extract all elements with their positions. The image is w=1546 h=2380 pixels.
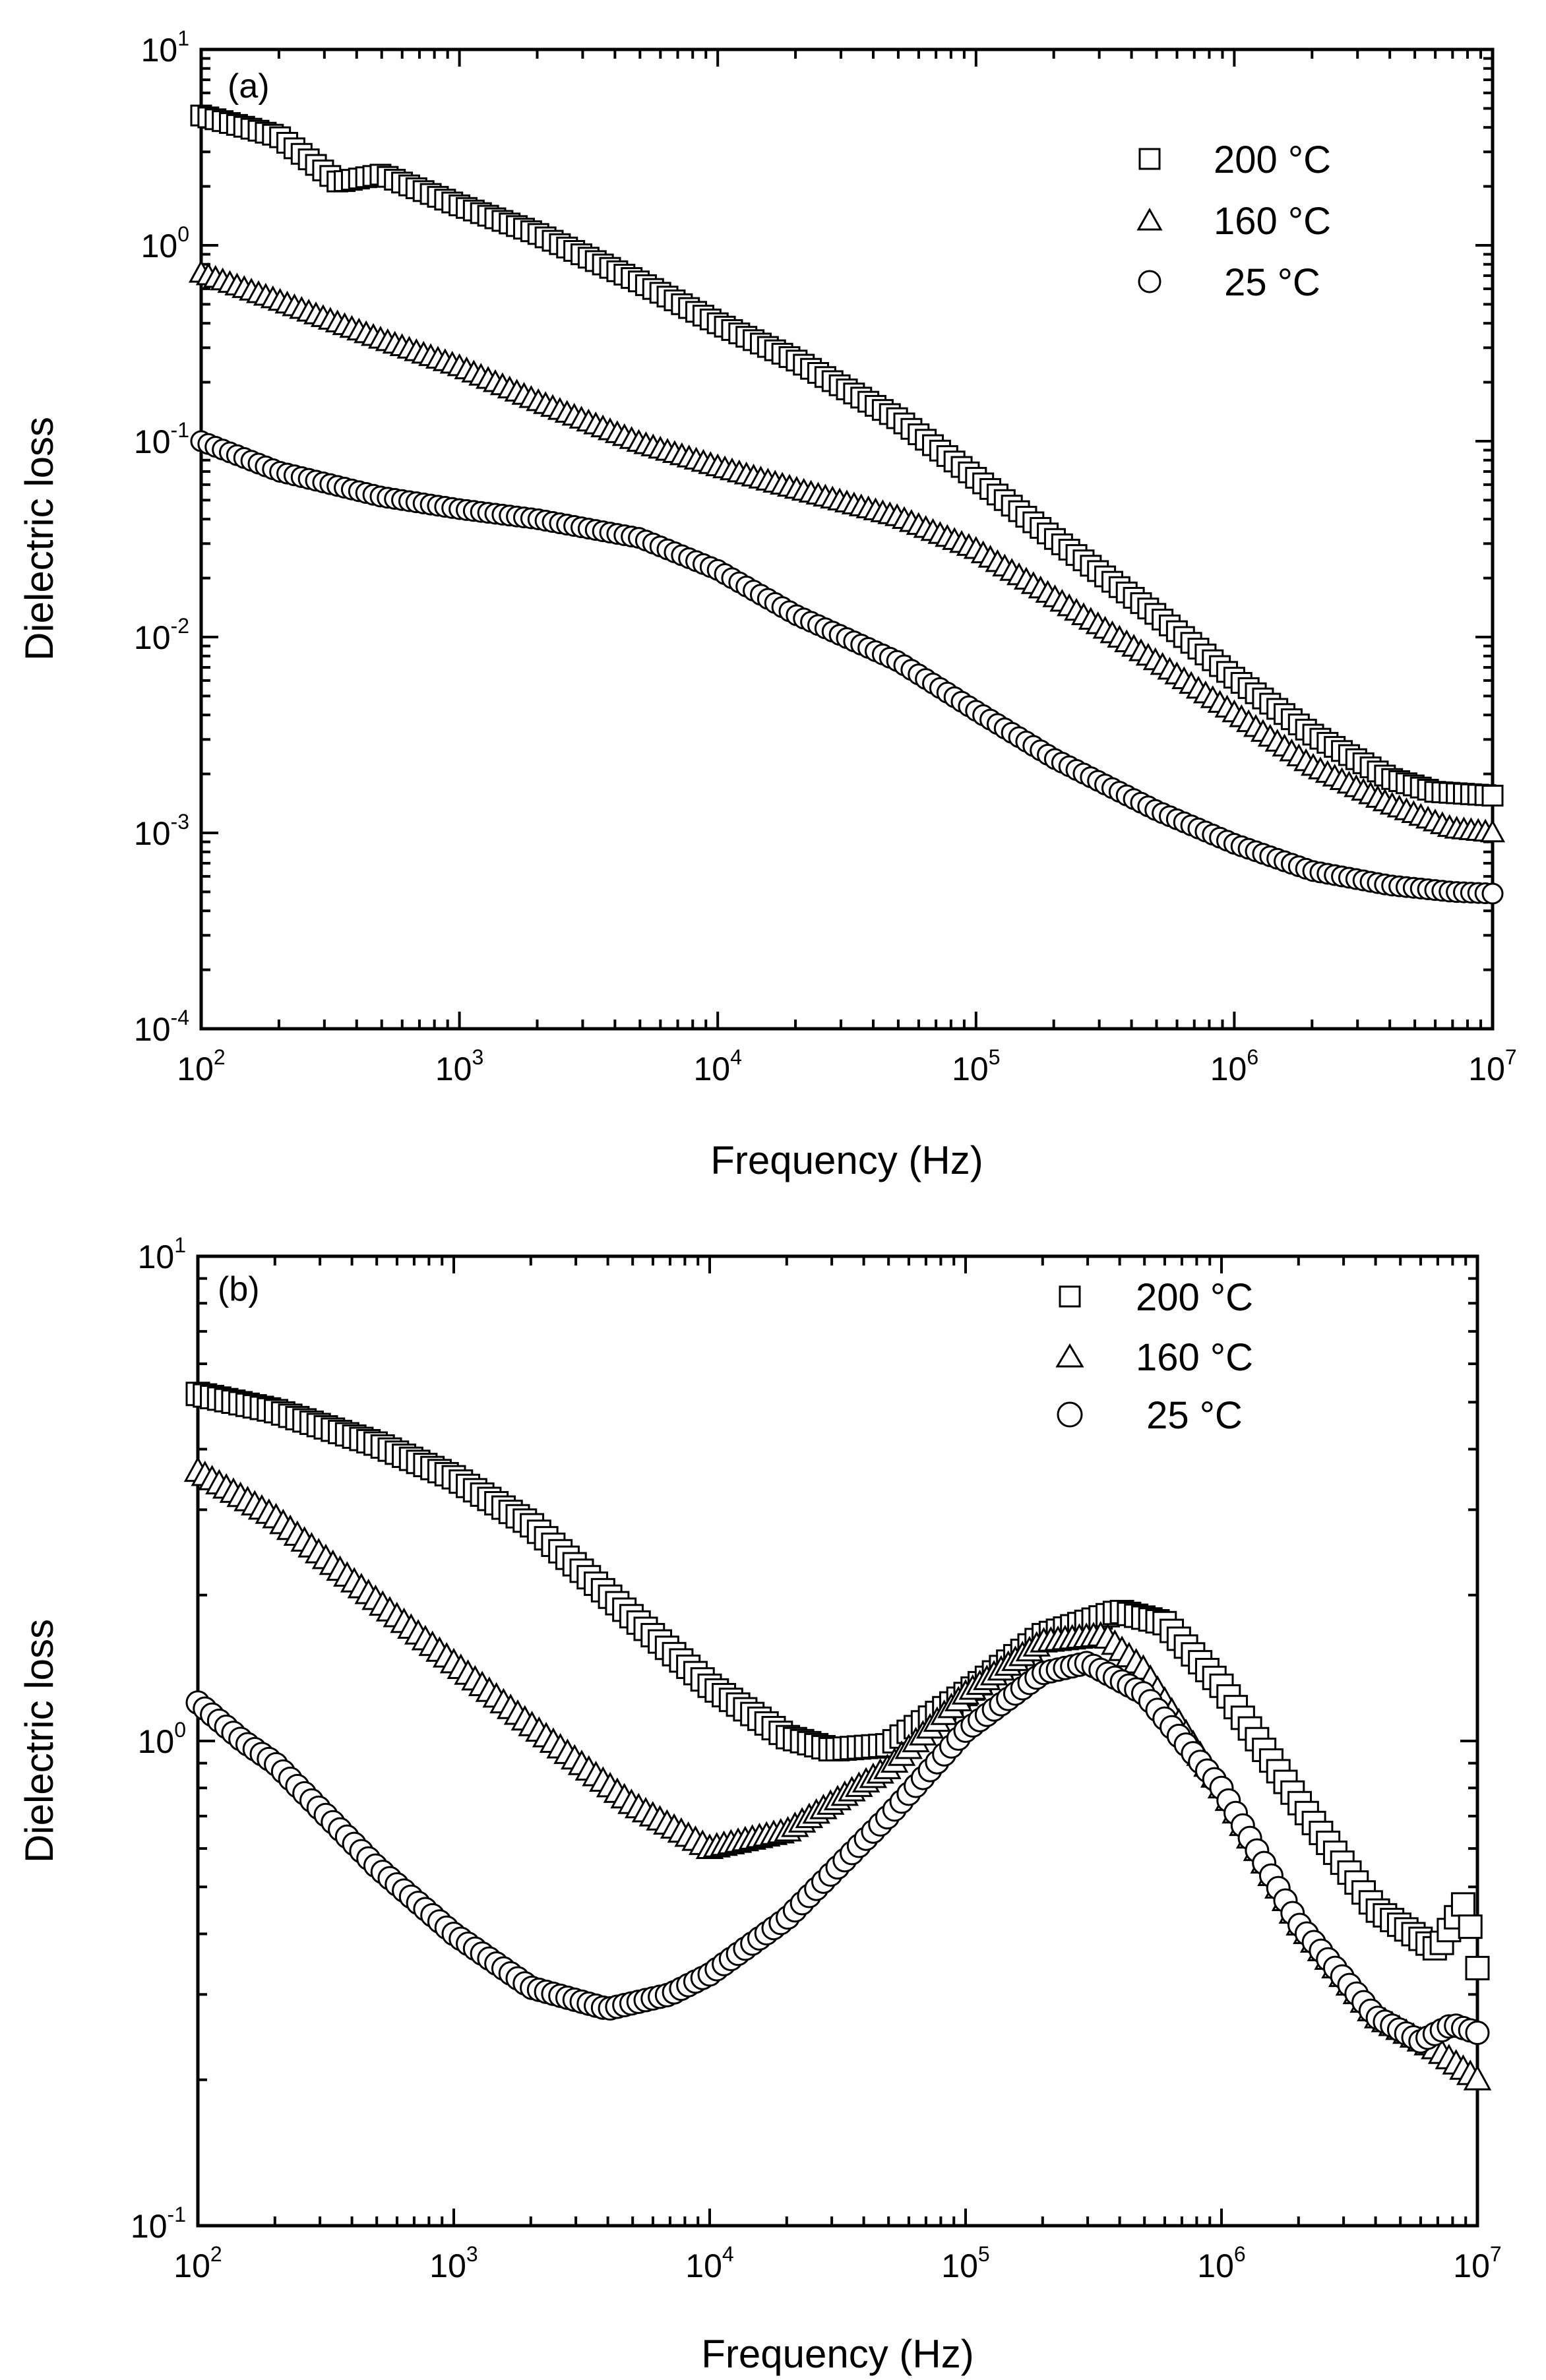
legend-square-marker-a xyxy=(1138,148,1161,170)
legend-label-160-a: 160 °C xyxy=(1214,200,1331,243)
x-tick-label: 106 xyxy=(1197,2242,1245,2284)
tick-marks-a xyxy=(200,48,1494,1030)
y-tick-label: 10-3 xyxy=(134,810,189,852)
x-tick-label: 104 xyxy=(693,1045,741,1087)
x-tick-label: 103 xyxy=(435,1045,483,1087)
x-tick-label: 105 xyxy=(941,2242,989,2284)
y-tick-label: 10-1 xyxy=(134,418,189,460)
x-tick-label: 107 xyxy=(1468,1045,1516,1087)
y-tick-label: 101 xyxy=(138,1233,186,1275)
data-point-square xyxy=(1450,1892,1475,1917)
legend-triangle-marker-a xyxy=(1136,207,1163,231)
data-point-square xyxy=(1458,1914,1483,1939)
legend-label-25-a: 25 °C xyxy=(1214,261,1320,304)
legend-circle-marker-a xyxy=(1138,270,1161,293)
legend-circle-marker-b xyxy=(1057,1401,1083,1428)
x-tick-labels-a: 102 103 104 105 106 107 xyxy=(177,1045,1516,1087)
data-point-triangle xyxy=(1463,2065,1492,2090)
y-tick-label: 101 xyxy=(141,26,189,69)
data-points-a xyxy=(188,104,1506,905)
plot-frame-a xyxy=(199,47,1495,1031)
data-point-triangle xyxy=(1479,819,1506,843)
data-point-circle xyxy=(1481,882,1504,905)
legend-a: 200 °C 160 °C 25 °C xyxy=(1136,138,1331,304)
x-tick-label: 107 xyxy=(1453,2242,1501,2284)
panel-b: 102 103 104 105 106 107 10-1 100 101 (b) Freque… xyxy=(17,1233,1502,2376)
x-tick-label: 106 xyxy=(1210,1045,1258,1087)
y-axis-title-b: Dielectric loss xyxy=(17,1619,61,1863)
panel-label-a: (a) xyxy=(228,67,270,106)
y-tick-labels-b: 10-1 100 101 xyxy=(131,1233,186,2245)
x-axis-title-a: Frequency (Hz) xyxy=(710,1138,983,1182)
data-point-square xyxy=(1481,784,1504,807)
data-points-b xyxy=(183,1382,1492,2090)
data-point-square xyxy=(1465,1955,1490,1980)
y-tick-label: 10-1 xyxy=(131,2203,186,2245)
panel-a: 102 103 104 105 106 107 10-410-310-210-110010… xyxy=(17,26,1517,1182)
x-tick-labels-b: 102 103 104 105 106 107 xyxy=(173,2242,1501,2284)
legend-label-160-b: 160 °C xyxy=(1136,1336,1253,1379)
x-tick-label: 102 xyxy=(177,1045,225,1087)
panel-label-b: (b) xyxy=(218,1270,260,1308)
legend-label-200-b: 200 °C xyxy=(1136,1276,1253,1319)
y-axis-title-a: Dielectric loss xyxy=(17,417,61,661)
y-tick-label: 10-4 xyxy=(134,1006,189,1048)
y-tick-label: 10-2 xyxy=(134,614,189,656)
legend-triangle-marker-b xyxy=(1055,1343,1084,1368)
tick-marks-b xyxy=(197,1255,1479,2227)
legend-label-25-b: 25 °C xyxy=(1136,1394,1243,1437)
legend-square-marker-b xyxy=(1059,1285,1081,1308)
x-tick-label: 104 xyxy=(685,2242,733,2284)
data-point-circle xyxy=(1465,2021,1490,2046)
y-tick-label: 100 xyxy=(138,1718,186,1760)
x-axis-title-b: Frequency (Hz) xyxy=(701,2332,974,2376)
y-tick-label: 100 xyxy=(141,222,189,264)
x-tick-label: 105 xyxy=(952,1045,1000,1087)
x-tick-label: 102 xyxy=(173,2242,222,2284)
legend-label-200-a: 200 °C xyxy=(1214,138,1331,181)
y-tick-labels-a: 10-4 10-3 10-2 10-1 100 101 xyxy=(134,26,189,1048)
x-tick-label: 103 xyxy=(429,2242,478,2284)
legend-b: 200 °C 160 °C 25 °C xyxy=(1055,1276,1253,1437)
